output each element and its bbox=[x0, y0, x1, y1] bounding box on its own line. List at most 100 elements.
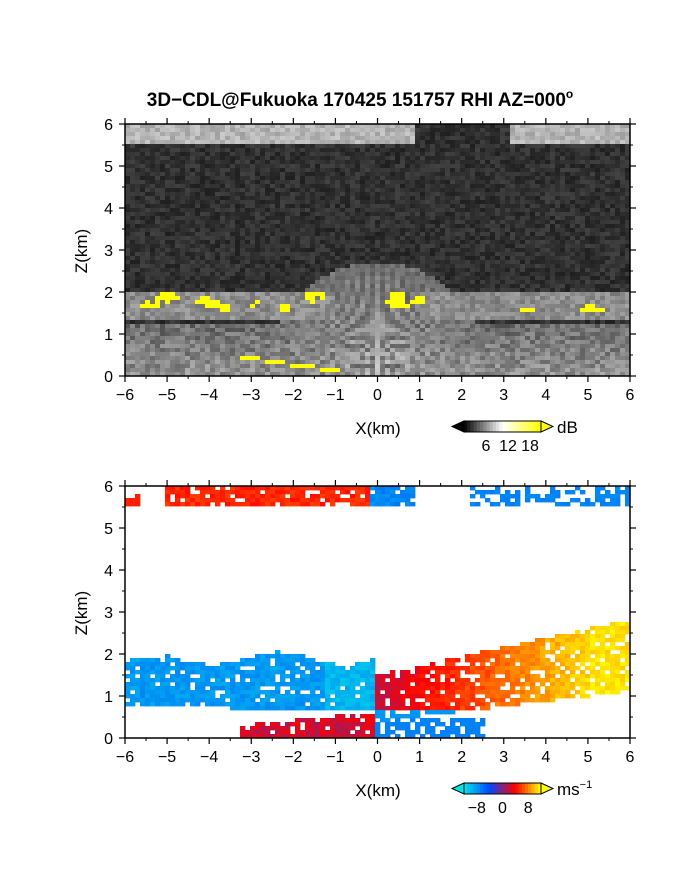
reflectivity-cell bbox=[205, 176, 211, 181]
reflectivity-cell bbox=[185, 152, 191, 157]
reflectivity-cell bbox=[190, 276, 196, 281]
reflectivity-cell bbox=[285, 220, 291, 225]
reflectivity-cell bbox=[580, 208, 586, 213]
reflectivity-cell bbox=[225, 276, 231, 281]
reflectivity-cell bbox=[360, 240, 366, 245]
reflectivity-cell bbox=[235, 304, 241, 309]
reflectivity-cell bbox=[260, 280, 266, 285]
reflectivity-cell bbox=[285, 228, 291, 233]
reflectivity-cell bbox=[205, 152, 211, 157]
reflectivity-cell bbox=[600, 220, 606, 225]
reflectivity-cell bbox=[615, 132, 621, 137]
reflectivity-cell bbox=[245, 216, 251, 221]
reflectivity-cell bbox=[520, 248, 526, 253]
reflectivity-cell bbox=[250, 252, 256, 257]
reflectivity-cell bbox=[180, 248, 186, 253]
reflectivity-cell bbox=[625, 252, 631, 257]
reflectivity-cell bbox=[550, 132, 556, 137]
reflectivity-cell bbox=[440, 280, 446, 285]
reflectivity-cell bbox=[275, 256, 281, 261]
reflectivity-cell bbox=[255, 140, 261, 145]
reflectivity-cell bbox=[625, 232, 631, 237]
reflectivity-cell bbox=[345, 220, 351, 225]
reflectivity-cell bbox=[375, 180, 381, 185]
reflectivity-cell bbox=[300, 164, 306, 169]
reflectivity-cell bbox=[535, 208, 541, 213]
reflectivity-cell bbox=[250, 176, 256, 181]
reflectivity-cell bbox=[230, 128, 236, 133]
reflectivity-cell bbox=[125, 240, 131, 245]
reflectivity-cell bbox=[155, 196, 161, 201]
reflectivity-cell bbox=[485, 312, 491, 317]
reflectivity-cell bbox=[135, 308, 141, 313]
reflectivity-cell bbox=[155, 300, 161, 305]
reflectivity-cell bbox=[545, 204, 551, 209]
reflectivity-cell bbox=[205, 316, 211, 321]
reflectivity-cell bbox=[500, 300, 506, 305]
reflectivity-cell bbox=[240, 180, 246, 185]
reflectivity-cell bbox=[480, 172, 486, 177]
reflectivity-cell bbox=[260, 160, 266, 165]
reflectivity-cell bbox=[625, 224, 631, 229]
reflectivity-cell bbox=[460, 200, 466, 205]
reflectivity-cell bbox=[155, 156, 161, 161]
reflectivity-cell bbox=[200, 312, 206, 317]
reflectivity-cell bbox=[185, 304, 191, 309]
reflectivity-cell bbox=[560, 280, 566, 285]
reflectivity-cell bbox=[620, 252, 626, 257]
reflectivity-cell bbox=[340, 232, 346, 237]
reflectivity-cell bbox=[425, 124, 431, 129]
reflectivity-cell bbox=[290, 176, 296, 181]
reflectivity-cell bbox=[315, 176, 321, 181]
reflectivity-cell bbox=[205, 172, 211, 177]
reflectivity-cell bbox=[155, 260, 161, 265]
reflectivity-cell bbox=[560, 236, 566, 241]
reflectivity-cell bbox=[625, 160, 631, 165]
reflectivity-cell bbox=[575, 148, 581, 153]
reflectivity-cell bbox=[520, 244, 526, 249]
reflectivity-cell bbox=[260, 320, 266, 325]
reflectivity-cell bbox=[400, 188, 406, 193]
reflectivity-cell bbox=[330, 244, 336, 249]
reflectivity-cell bbox=[275, 168, 281, 173]
reflectivity-cell bbox=[150, 204, 156, 209]
reflectivity-cell bbox=[445, 304, 451, 309]
reflectivity-cell bbox=[320, 224, 326, 229]
reflectivity-cell bbox=[335, 204, 341, 209]
reflectivity-cell bbox=[485, 248, 491, 253]
reflectivity-cell bbox=[380, 236, 386, 241]
reflectivity-cell bbox=[290, 128, 296, 133]
reflectivity-cell bbox=[430, 148, 436, 153]
reflectivity-cell bbox=[160, 236, 166, 241]
reflectivity-cell bbox=[585, 264, 591, 269]
reflectivity-cell bbox=[505, 264, 511, 269]
reflectivity-cell bbox=[310, 256, 316, 261]
reflectivity-cell bbox=[510, 180, 516, 185]
reflectivity-cell bbox=[250, 320, 256, 325]
reflectivity-cell bbox=[315, 172, 321, 177]
reflectivity-cell bbox=[270, 220, 276, 225]
reflectivity-cell bbox=[410, 152, 416, 157]
reflectivity-cell bbox=[465, 272, 471, 277]
reflectivity-cell bbox=[445, 312, 451, 317]
reflectivity-cell bbox=[620, 288, 626, 293]
reflectivity-cell bbox=[615, 188, 621, 193]
reflectivity-cell bbox=[540, 164, 546, 169]
reflectivity-cell bbox=[275, 288, 281, 293]
reflectivity-cell bbox=[315, 280, 321, 285]
reflectivity-cell bbox=[345, 180, 351, 185]
reflectivity-cell bbox=[465, 316, 471, 321]
reflectivity-cell bbox=[140, 196, 146, 201]
reflectivity-cell bbox=[620, 156, 626, 161]
reflectivity-cell bbox=[360, 136, 366, 141]
reflectivity-cell bbox=[485, 236, 491, 241]
reflectivity-cell bbox=[210, 156, 216, 161]
reflectivity-cell bbox=[390, 256, 396, 261]
reflectivity-cell bbox=[600, 292, 606, 297]
reflectivity-cell bbox=[340, 300, 346, 305]
reflectivity-cell bbox=[290, 280, 296, 285]
reflectivity-cell bbox=[590, 228, 596, 233]
reflectivity-cell bbox=[260, 212, 266, 217]
reflectivity-cell bbox=[270, 296, 276, 301]
reflectivity-cell bbox=[615, 284, 621, 289]
